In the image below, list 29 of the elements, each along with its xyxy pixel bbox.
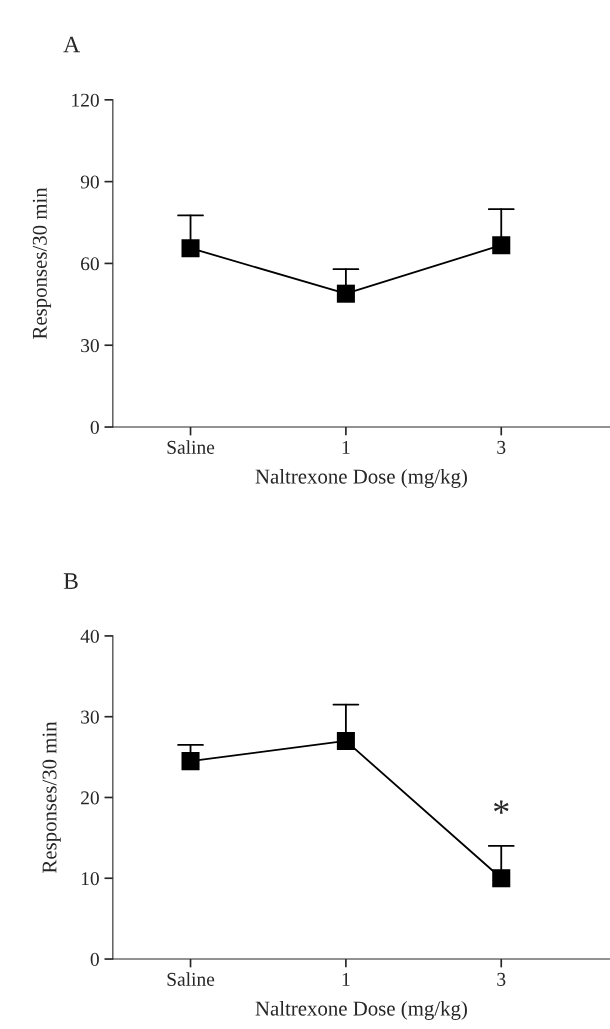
y-tick-label: 90: [80, 175, 99, 189]
point: [181, 239, 200, 258]
y-tick-label: 60: [81, 257, 99, 271]
x-tick-label: 3: [497, 972, 506, 986]
x-tick-label: Saline: [167, 440, 215, 454]
x-tick-label: 1: [342, 972, 350, 986]
x-axis-title: Naltrexone Dose (mg/kg): [255, 1000, 467, 1020]
point: [492, 869, 511, 888]
x-axis-title: Naltrexone Dose (mg/kg): [255, 468, 467, 488]
y-tick-label: 10: [81, 872, 99, 886]
y-tick-label: 40: [80, 629, 99, 643]
y-tick-label: 0: [90, 420, 99, 434]
point: [336, 731, 355, 750]
y-axis-title: Responses/30 min: [42, 721, 61, 873]
x-tick-label: 3: [497, 440, 506, 454]
y-tick-label: 30: [81, 339, 99, 353]
point: [181, 752, 200, 771]
chart-title: B: [63, 573, 78, 589]
chart-title: A: [63, 36, 81, 53]
point: [336, 284, 355, 303]
y-axis-title: Responses/30 min: [32, 187, 52, 339]
y-tick-label: 120: [72, 93, 99, 107]
annotation: *: [493, 800, 509, 814]
x-tick-label: Saline: [167, 972, 215, 986]
y-tick-label: 0: [90, 952, 99, 966]
y-tick-label: 30: [81, 710, 99, 724]
x-tick-label: 1: [342, 440, 350, 454]
y-tick-label: 20: [81, 791, 99, 805]
point: [492, 236, 511, 255]
